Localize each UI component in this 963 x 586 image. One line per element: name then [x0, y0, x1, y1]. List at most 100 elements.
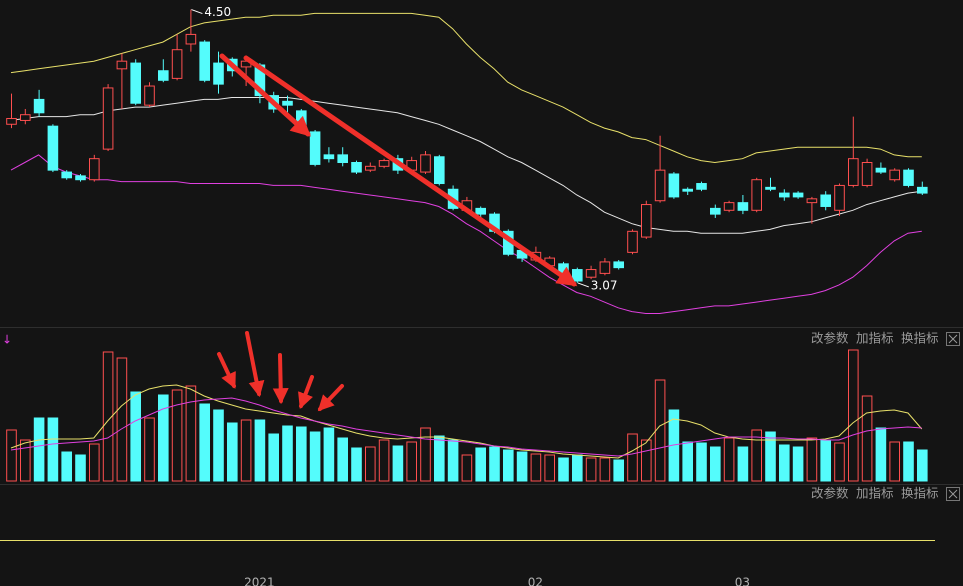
- volume-bar: [351, 447, 362, 482]
- volume-bar: [751, 429, 763, 482]
- volume-bar: [268, 433, 279, 482]
- candle-body: [889, 169, 901, 181]
- volume-bar: [834, 442, 845, 482]
- candle-body: [917, 186, 928, 194]
- volume-bar: [765, 431, 776, 482]
- volume-bar: [337, 437, 348, 482]
- volume-bar: [503, 449, 514, 482]
- volume-bar: [144, 417, 155, 482]
- candle-body: [682, 188, 694, 192]
- volume-bar: [185, 385, 197, 482]
- candle-body: [820, 194, 832, 207]
- volume-bar: [627, 433, 638, 482]
- volume-bar: [309, 431, 321, 482]
- panel-icon: ↓: [2, 333, 12, 347]
- volume-average: [10, 397, 922, 457]
- volume-bar: [475, 447, 486, 482]
- candle-body: [33, 98, 45, 114]
- volume-bar: [102, 351, 114, 482]
- button[interactable]: 换指标: [901, 486, 939, 501]
- volume-bar: [323, 427, 335, 482]
- volume-bar: [779, 444, 790, 482]
- candle-body: [130, 62, 141, 104]
- candle-body: [806, 198, 818, 204]
- candle-body: [723, 202, 735, 211]
- volume-bar: [558, 457, 569, 482]
- close-button[interactable]: [946, 487, 960, 501]
- volume-bar: [158, 394, 169, 482]
- candle-body: [337, 154, 348, 163]
- volume-bar: [489, 446, 500, 482]
- candle-body: [475, 207, 486, 215]
- candle-body: [323, 154, 335, 160]
- volume-bar: [406, 441, 417, 482]
- volume-bar: [378, 439, 390, 482]
- candle-body: [779, 192, 790, 198]
- volume-bar: [861, 395, 873, 482]
- candle-body: [282, 100, 293, 106]
- button[interactable]: 改参数: [811, 486, 849, 501]
- candle-body: [351, 162, 362, 173]
- candle-body: [185, 33, 197, 45]
- candle-body: [158, 70, 169, 81]
- volume-bar: [917, 449, 928, 482]
- candle-body: [792, 192, 804, 198]
- volume-bar: [875, 427, 887, 482]
- volume-bar: [434, 435, 445, 482]
- volume-bar: [613, 459, 625, 482]
- candle-body: [903, 169, 914, 186]
- candle-body: [102, 87, 114, 150]
- volume-bar: [710, 446, 721, 482]
- candle-body: [116, 60, 128, 70]
- volume-bar: [848, 349, 859, 482]
- candle-body: [654, 169, 666, 202]
- volume-bar: [254, 419, 266, 482]
- candle-body: [737, 202, 749, 211]
- candle-body: [47, 125, 59, 171]
- volume-bar: [213, 409, 224, 482]
- annotation-pointer: [577, 282, 589, 288]
- volume-bar: [47, 417, 59, 482]
- candle-body: [599, 261, 611, 274]
- volume-bar: [599, 457, 611, 482]
- button[interactable]: 加指标: [856, 486, 894, 501]
- volume-bar: [516, 451, 528, 482]
- candle-body: [365, 165, 376, 171]
- volume-bar: [89, 443, 100, 482]
- candle-body: [834, 184, 845, 211]
- volume-bar: [171, 389, 183, 482]
- volume-bar: [420, 427, 431, 482]
- band-line: [10, 154, 922, 314]
- volume-bar: [20, 439, 31, 482]
- candle-body: [144, 85, 155, 106]
- volume-bar: [682, 441, 694, 482]
- candle-body: [861, 162, 873, 186]
- labels: 4.50 3.07 2021 02 03: [191, 5, 750, 586]
- volume-bar: [296, 426, 307, 482]
- button[interactable]: 改参数: [811, 331, 849, 346]
- volume-bar: [792, 446, 804, 482]
- candle-body: [751, 179, 763, 211]
- candle-body: [89, 158, 100, 181]
- volume-bar: [806, 437, 818, 482]
- candle-body: [420, 154, 431, 173]
- price-panel: [6, 9, 928, 314]
- volume-bar: [116, 357, 128, 482]
- candle-body: [668, 173, 680, 198]
- volume-bar: [130, 391, 141, 482]
- candle-body: [627, 230, 638, 253]
- candle-body: [75, 175, 86, 181]
- close-button[interactable]: [946, 332, 960, 346]
- button[interactable]: 加指标: [856, 331, 894, 346]
- annotation-arrows: [217, 53, 578, 412]
- volume-bar: [544, 454, 556, 482]
- button[interactable]: 换指标: [901, 331, 939, 346]
- candle-body: [434, 156, 445, 185]
- volume-bar: [696, 442, 707, 482]
- volume-bar: [33, 417, 45, 482]
- volume-bar: [641, 439, 652, 482]
- volume-bar: [903, 441, 914, 482]
